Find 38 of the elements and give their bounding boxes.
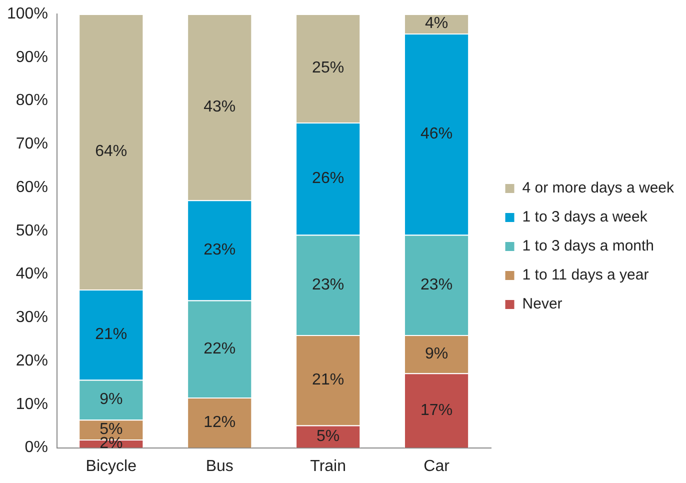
x-tick-label: Train [310,458,346,475]
legend-label: 1 to 11 days a year [522,266,649,284]
y-tick-label: 10% [16,396,48,413]
data-label: 21% [312,372,344,389]
data-label: 26% [312,170,344,188]
data-label: 46% [420,126,453,143]
y-tick-label: 30% [16,309,48,326]
data-label: 9% [100,391,123,408]
legend-label: 1 to 3 days a week [522,208,648,226]
data-label: 12% [204,414,236,432]
data-label: 4% [424,15,448,32]
data-label: 64% [95,143,128,160]
data-label: 9% [424,346,448,363]
data-label: 43% [204,98,236,116]
y-tick-label: 100% [7,5,48,22]
y-tick-label: 20% [16,352,48,370]
data-label: 5% [100,420,123,438]
y-tick-label: 70% [16,136,48,153]
y-tick-label: 60% [16,178,48,196]
y-tick-label: 80% [16,92,48,110]
y-tick-label: 40% [16,266,48,283]
x-tick-label: Bus [206,458,234,475]
x-tick-label: Bicycle [86,458,137,475]
legend-label: Never [522,296,562,313]
legend-label: 4 or more days a week [522,180,674,197]
data-label: 5% [316,428,340,445]
y-tick-label: 50% [16,222,48,240]
data-label: 22% [204,340,236,358]
data-label: 23% [420,276,453,294]
y-tick-label: 90% [16,48,48,66]
data-label: 25% [312,60,344,77]
data-label: 23% [312,276,344,294]
data-label: 23% [204,242,236,259]
data-label: 21% [95,326,128,343]
legend-label: 1 to 3 days a month [522,238,654,255]
x-tick-label: Car [424,458,450,475]
data-label: 17% [420,402,453,419]
y-tick-label: 0% [24,439,48,456]
